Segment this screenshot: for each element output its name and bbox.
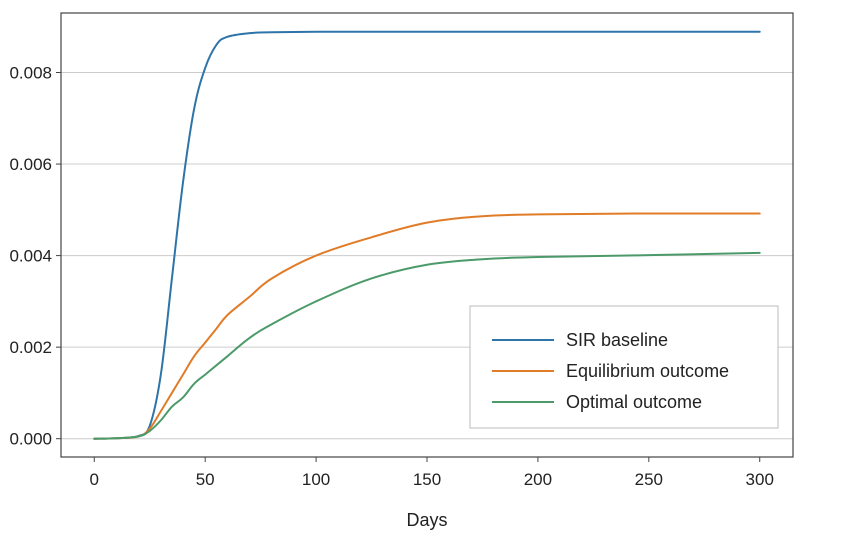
y-tick-label: 0.006: [9, 155, 52, 174]
legend-label-equilibrium-outcome: Equilibrium outcome: [566, 361, 729, 381]
y-tick-label: 0.002: [9, 338, 52, 357]
y-axis-ticks: 0.000 0.002 0.004 0.006 0.008: [9, 64, 61, 449]
x-tick-label: 150: [413, 470, 441, 489]
series-line-equilibrium-outcome: [93, 212, 761, 440]
x-tick-label: 50: [196, 470, 215, 489]
x-tick-label: 100: [302, 470, 330, 489]
x-tick-label: 250: [635, 470, 663, 489]
legend-label-sir-baseline: SIR baseline: [566, 330, 668, 350]
series-line-sir-baseline: [93, 30, 761, 440]
x-axis-ticks: 0 50 100 150 200 250 300: [90, 457, 774, 489]
series-line-optimal-outcome: [93, 251, 761, 440]
legend: SIR baseline Equilibrium outcome Optimal o…: [469, 305, 779, 429]
x-tick-label: 200: [524, 470, 552, 489]
x-tick-label: 0: [90, 470, 99, 489]
x-tick-label: 300: [746, 470, 774, 489]
y-tick-label: 0.004: [9, 247, 52, 266]
x-axis-title: Days: [406, 510, 447, 530]
legend-label-optimal-outcome: Optimal outcome: [566, 392, 702, 412]
series-lines: [93, 30, 761, 440]
y-tick-label: 0.000: [9, 430, 52, 449]
y-tick-label: 0.008: [9, 64, 52, 83]
legend-box: [469, 305, 779, 429]
